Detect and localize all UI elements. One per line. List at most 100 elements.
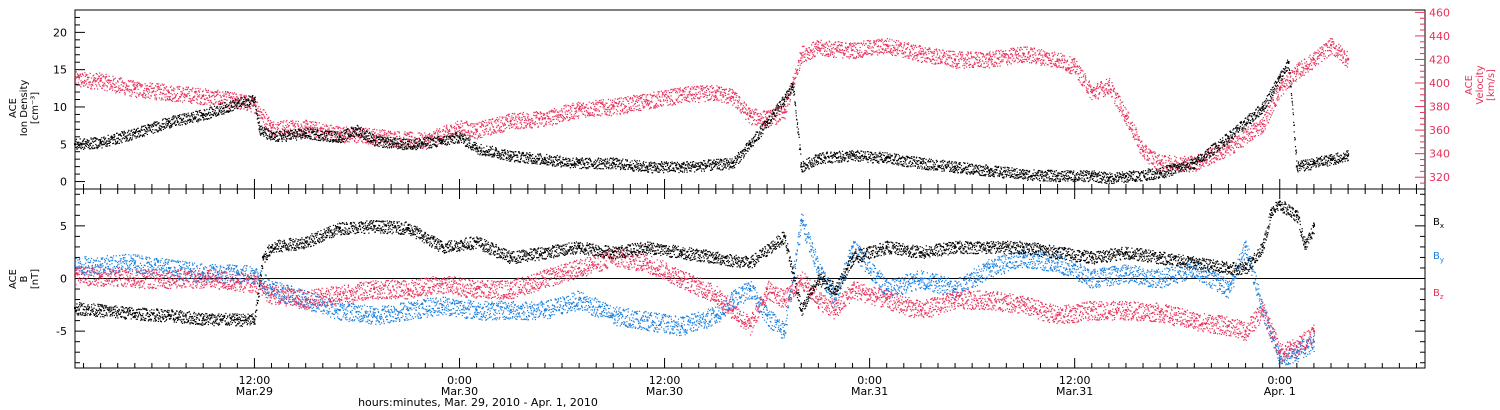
velocity-dot: [1120, 99, 1121, 100]
velocity-dot: [656, 103, 657, 104]
velocity-dot: [924, 60, 925, 61]
velocity-dot: [245, 95, 246, 96]
velocity-dot: [666, 94, 667, 95]
velocity-dot: [1001, 56, 1002, 57]
velocity-dot: [717, 89, 718, 90]
velocity-dot: [1198, 162, 1199, 163]
velocity-dot: [605, 109, 606, 110]
velocity-dot: [83, 85, 84, 86]
velocity-dot: [1062, 55, 1063, 56]
velocity-dot: [802, 52, 803, 53]
velocity-dot: [248, 106, 249, 107]
velocity-dot: [1145, 152, 1146, 153]
velocity-dot: [109, 76, 110, 77]
velocity-dot: [160, 92, 161, 93]
velocity-dot: [509, 128, 510, 129]
velocity-dot: [681, 102, 682, 103]
velocity-dot: [1132, 122, 1133, 123]
velocity-dot: [850, 44, 851, 45]
velocity-dot: [748, 119, 749, 120]
velocity-dot: [135, 96, 136, 97]
velocity-dot: [856, 56, 857, 57]
velocity-dot: [554, 116, 555, 117]
velocity-dot: [1224, 148, 1225, 149]
velocity-dot: [124, 90, 125, 91]
velocity-dot: [243, 108, 244, 109]
velocity-dot: [280, 121, 281, 122]
velocity-dot: [1249, 134, 1250, 135]
velocity-dot: [1002, 61, 1003, 62]
velocity-dot: [494, 130, 495, 131]
velocity-dot: [672, 100, 673, 101]
velocity-dot: [462, 125, 463, 126]
velocity-dot: [822, 53, 823, 54]
velocity-dot: [850, 42, 851, 43]
velocity-dot: [258, 111, 259, 112]
velocity-dot: [1124, 107, 1125, 108]
velocity-dot: [742, 108, 743, 109]
velocity-dot: [436, 142, 437, 143]
velocity-dot: [909, 58, 910, 59]
velocity-dot: [777, 110, 778, 111]
velocity-dot: [383, 130, 384, 131]
velocity-dot: [436, 128, 437, 129]
velocity-dot: [297, 124, 298, 125]
velocity-dot: [684, 91, 685, 92]
velocity-dot: [984, 62, 985, 63]
velocity-dot: [1228, 152, 1229, 153]
velocity-dot: [984, 56, 985, 57]
velocity-dot: [1094, 95, 1095, 96]
velocity-dot: [671, 105, 672, 106]
velocity-dot: [309, 127, 310, 128]
velocity-dot: [1260, 120, 1261, 121]
velocity-dot: [616, 109, 617, 110]
velocity-dot: [571, 116, 572, 117]
velocity-dot: [1014, 61, 1015, 62]
velocity-dot: [977, 62, 978, 63]
velocity-dot: [1103, 93, 1104, 94]
velocity-dot: [1012, 60, 1013, 61]
velocity-dot: [641, 95, 642, 96]
velocity-dot: [200, 101, 201, 102]
velocity-dot: [609, 109, 610, 110]
velocity-dot: [998, 50, 999, 51]
velocity-dot: [552, 116, 553, 117]
velocity-dot: [468, 132, 469, 133]
velocity-dot: [367, 130, 368, 131]
velocity-dot: [649, 102, 650, 103]
velocity-dot: [654, 105, 655, 106]
velocity-dot: [1019, 50, 1020, 51]
velocity-dot: [368, 140, 369, 141]
velocity-dot: [981, 53, 982, 54]
velocity-dot: [1108, 89, 1109, 90]
velocity-dot: [712, 91, 713, 92]
velocity-dot: [395, 133, 396, 134]
velocity-dot: [549, 111, 550, 112]
velocity-dot: [241, 94, 242, 95]
velocity-dot: [1165, 162, 1166, 163]
velocity-dot: [735, 107, 736, 108]
velocity-dot: [354, 141, 355, 142]
velocity-dot: [864, 45, 865, 46]
velocity-dot: [748, 118, 749, 119]
velocity-dot: [832, 54, 833, 55]
velocity-dot: [1269, 119, 1270, 120]
velocity-dot: [149, 86, 150, 87]
velocity-dot: [1161, 165, 1162, 166]
velocity-dot: [152, 83, 153, 84]
velocity-dot: [143, 90, 144, 91]
velocity-dot: [327, 126, 328, 127]
velocity-dot: [113, 80, 114, 81]
velocity-dot: [114, 87, 115, 88]
velocity-dot: [850, 54, 851, 55]
velocity-dot: [815, 48, 816, 49]
velocity-dot: [639, 105, 640, 106]
velocity-dot: [770, 110, 771, 111]
velocity-dot: [787, 103, 788, 104]
velocity-dot: [666, 92, 667, 93]
velocity-dot: [668, 97, 669, 98]
velocity-dot: [939, 50, 940, 51]
velocity-dot: [1090, 87, 1091, 88]
velocity-dot: [95, 84, 96, 85]
velocity-dot: [576, 107, 577, 108]
